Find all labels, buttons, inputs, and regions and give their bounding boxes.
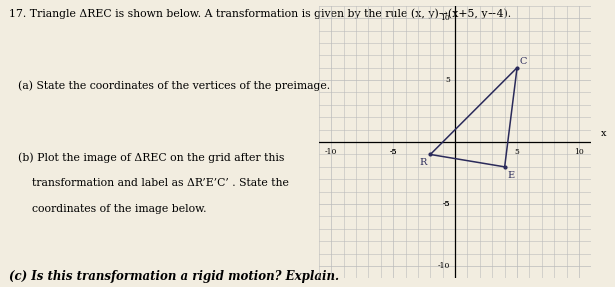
- Text: 5: 5: [445, 76, 450, 84]
- Text: (a) State the coordinates of the vertices of the preimage.: (a) State the coordinates of the vertice…: [18, 80, 330, 91]
- Text: -5: -5: [443, 200, 450, 208]
- Text: -5: -5: [389, 148, 397, 156]
- Text: 17. Triangle ΔREC is shown below. A transformation is given by the rule (x, y)→(: 17. Triangle ΔREC is shown below. A tran…: [9, 9, 511, 19]
- Text: -5: -5: [443, 200, 450, 208]
- Text: x: x: [601, 129, 607, 138]
- Text: R: R: [419, 158, 427, 167]
- Text: coordinates of the image below.: coordinates of the image below.: [18, 204, 207, 214]
- Text: -5: -5: [389, 148, 397, 156]
- Text: 10: 10: [440, 14, 450, 22]
- Text: (c) Is this transformation a rigid motion? Explain.: (c) Is this transformation a rigid motio…: [9, 270, 339, 283]
- Text: -10: -10: [438, 262, 450, 270]
- Text: transformation and label as ΔR’E’C’ . State the: transformation and label as ΔR’E’C’ . St…: [18, 178, 289, 188]
- Text: 5: 5: [515, 148, 520, 156]
- Text: E: E: [507, 170, 514, 180]
- Text: -10: -10: [325, 148, 338, 156]
- Text: (b) Plot the image of ΔREC on the grid after this: (b) Plot the image of ΔREC on the grid a…: [18, 152, 284, 163]
- Text: C: C: [520, 57, 527, 67]
- Text: 10: 10: [574, 148, 584, 156]
